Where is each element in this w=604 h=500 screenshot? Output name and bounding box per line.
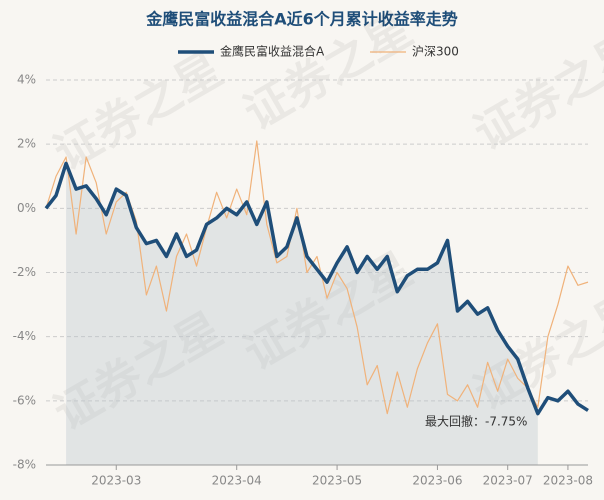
series-line — [44, 161, 589, 416]
y-tick-label: -8% — [13, 458, 36, 472]
x-tick-label: 2023-05 — [312, 474, 362, 488]
x-tick-label: 2023-08 — [543, 474, 593, 488]
legend-label: 金鹰民富收益混合A — [220, 44, 325, 59]
y-tick-label: -6% — [13, 393, 36, 407]
x-tick-label: 2023-07 — [483, 474, 533, 488]
y-tick-label: 4% — [17, 73, 36, 87]
x-tick-label: 2023-06 — [412, 474, 462, 488]
annotation: 最大回撤：-7.75% — [425, 414, 527, 429]
drawdown-area — [66, 163, 538, 465]
x-tick-label: 2023-03 — [91, 474, 141, 488]
y-tick-label: -2% — [13, 265, 36, 279]
x-tick-label: 2023-04 — [212, 474, 262, 488]
watermark: 证券之星 — [45, 42, 231, 181]
y-tick-label: 0% — [17, 201, 36, 215]
y-tick-label: 2% — [17, 137, 36, 151]
y-tick-label: -4% — [13, 329, 36, 343]
watermark: 证券之星 — [465, 22, 604, 161]
series-line — [45, 140, 589, 415]
chart-title: 金鹰民富收益混合A近6个月累计收益率走势 — [145, 10, 458, 29]
legend-label: 沪深300 — [412, 45, 459, 59]
